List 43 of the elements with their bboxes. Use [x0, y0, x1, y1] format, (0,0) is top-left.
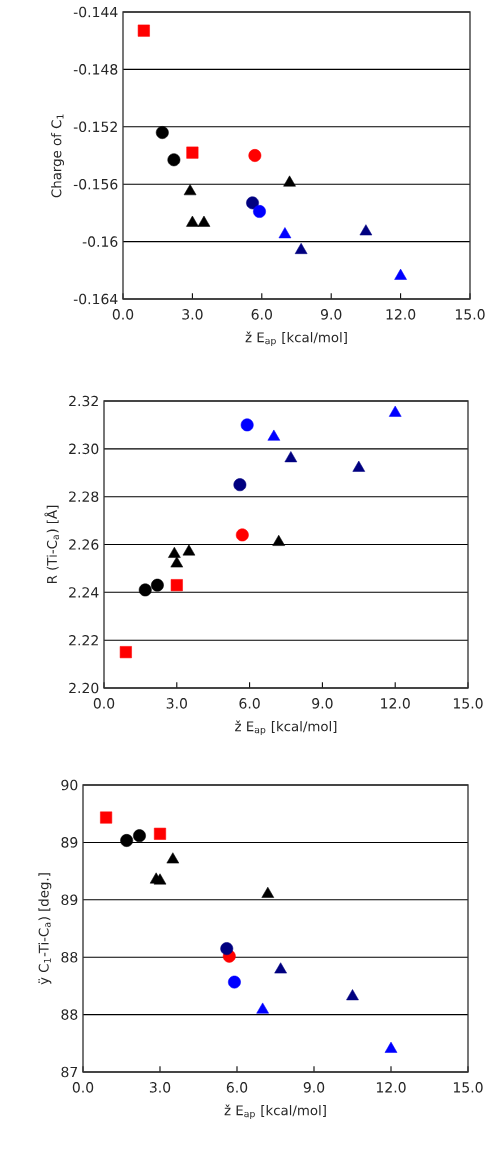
y-tick-label: -0.164 — [73, 293, 118, 305]
x-tick-label: 15.0 — [453, 698, 483, 709]
y-tick-label: 90 — [61, 779, 78, 791]
x-tick-label: 15.0 — [455, 309, 485, 320]
x-tick-label: 3.0 — [166, 698, 187, 709]
y-tick-label: 2.32 — [69, 395, 98, 407]
x-tick-label: 0.0 — [72, 1082, 94, 1093]
y-tick-label: 89 — [61, 894, 78, 906]
y-axis-title: Charge of C$_{1}$ — [51, 114, 65, 198]
x-tick-label: 3.0 — [149, 1082, 171, 1093]
x-tick-label: 6.0 — [226, 1082, 248, 1093]
y-axis-title: R (Ti-C$_{a}$) [Å] — [44, 505, 59, 583]
y-tick-label: 2.24 — [69, 587, 99, 598]
x-tick-label: 6.0 — [239, 698, 260, 709]
y-tick-label: 88 — [61, 1009, 78, 1020]
y-tick-label: 88 — [61, 951, 78, 963]
x-tick-label: 0.0 — [112, 309, 134, 320]
x-tick-label: 12.0 — [386, 309, 416, 320]
y-tick-label: -0.152 — [73, 121, 117, 133]
y-tick-label: -0.144 — [73, 6, 118, 18]
y-tick-label: 2.20 — [69, 682, 99, 694]
y-tick-label: 87 — [61, 1066, 78, 1078]
y-tick-label: -0.148 — [73, 64, 118, 75]
y-tick-label: 2.22 — [69, 634, 98, 646]
x-tick-label: 3.0 — [182, 309, 203, 320]
x-tick-label: 9.0 — [320, 309, 342, 320]
y-axis-title: ÿ C$_{1}$-Ti-C$_{a}$) [deg.] — [38, 873, 52, 985]
x-tick-label: 12.0 — [376, 1082, 406, 1093]
x-tick-label: 9.0 — [303, 1082, 325, 1093]
x-tick-label: 6.0 — [251, 309, 272, 320]
x-tick-label: 9.0 — [312, 698, 333, 709]
y-tick-label: 2.26 — [69, 539, 99, 550]
x-tick-label: 12.0 — [381, 698, 410, 709]
y-tick-label: 89 — [61, 837, 78, 848]
y-tick-label: 2.30 — [69, 443, 99, 455]
x-tick-label: 15.0 — [453, 1082, 483, 1093]
y-tick-label: -0.156 — [73, 178, 118, 190]
y-tick-label: -0.16 — [82, 236, 118, 247]
x-tick-label: 0.0 — [93, 698, 115, 709]
y-tick-label: 2.28 — [69, 491, 99, 502]
x-axis-title: ž E$_{ap}$ [kcal/mol] — [235, 720, 337, 736]
x-axis-title: ž E$_{ap}$ [kcal/mol] — [245, 331, 347, 347]
x-axis-title: ž E$_{ap}$ [kcal/mol] — [224, 1104, 326, 1120]
